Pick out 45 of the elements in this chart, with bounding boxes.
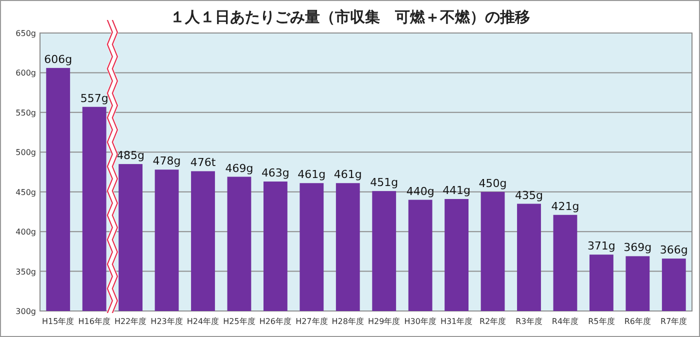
y-tick-label: 450g xyxy=(16,188,36,197)
x-tick-label: R4年度 xyxy=(552,317,579,326)
x-tick-label: R3年度 xyxy=(516,317,542,326)
data-label: 557g xyxy=(80,92,108,105)
x-tick-label: R7年度 xyxy=(660,317,688,326)
x-tick-label: H26年度 xyxy=(259,317,292,326)
y-tick-label: 400g xyxy=(16,228,36,237)
y-tick-label: 500g xyxy=(16,148,36,158)
y-tick-label: 550g xyxy=(16,108,36,118)
data-label: 606g xyxy=(44,52,72,66)
data-label: 476t xyxy=(190,156,216,170)
x-tick-label: R6年度 xyxy=(624,317,651,326)
x-tick-label: R2年度 xyxy=(479,317,506,326)
data-label: 421g xyxy=(551,200,580,213)
x-tick-label: H27年度 xyxy=(296,317,328,326)
data-label: 366g xyxy=(660,244,688,257)
y-tick-label: 350g xyxy=(16,267,36,276)
x-tick-label: H24年度 xyxy=(186,317,220,326)
x-tick-label: H25年度 xyxy=(223,317,256,326)
data-label: 369g xyxy=(624,241,652,254)
data-label: 441g xyxy=(442,184,471,198)
data-label: 440g xyxy=(406,184,434,198)
data-label: 450g xyxy=(478,176,507,190)
data-label: 485g xyxy=(116,149,145,162)
x-tick-label: H31年度 xyxy=(440,317,473,326)
x-tick-label: R5年度 xyxy=(588,317,615,326)
x-tick-label: H29年度 xyxy=(368,317,400,326)
x-tick-label: H22年度 xyxy=(114,317,147,326)
x-tick-label: H16年度 xyxy=(78,317,110,326)
y-tick-label: 650g xyxy=(16,29,36,38)
data-label: 469g xyxy=(225,162,254,175)
data-label: 371g xyxy=(587,240,616,253)
x-tick-label: H23年度 xyxy=(150,317,183,326)
y-tick-label: 600g xyxy=(16,68,36,78)
x-tick-label: H30年度 xyxy=(404,317,436,326)
data-label: 435g xyxy=(515,188,543,202)
x-tick-label: H15年度 xyxy=(42,317,74,326)
chart-title: １人１日あたりごみ量（市収集 可燃＋不燃）の推移 xyxy=(170,8,530,26)
data-label: 461g xyxy=(298,168,326,182)
data-label: 451g xyxy=(370,176,398,190)
data-label: 463g xyxy=(261,166,290,180)
y-tick-label: 300g xyxy=(16,307,36,316)
x-tick-label: H28年度 xyxy=(332,317,364,326)
data-label: 461g xyxy=(334,168,362,182)
data-label: 478g xyxy=(152,154,181,168)
